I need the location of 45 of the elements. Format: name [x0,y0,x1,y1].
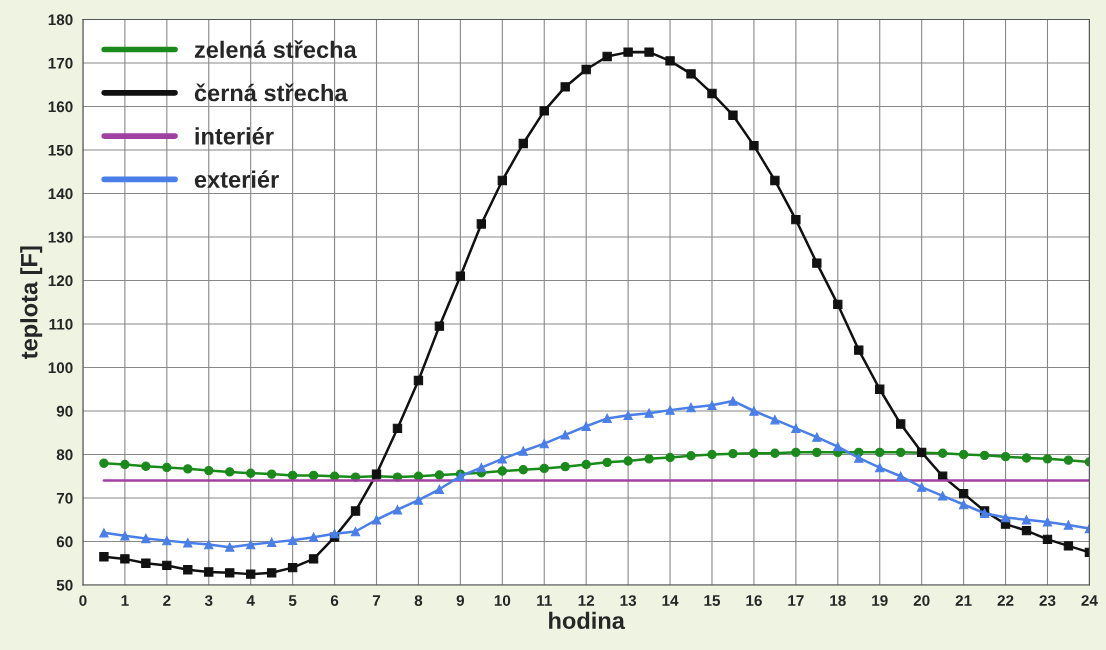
y-tick-label: 90 [56,405,73,417]
x-tick-label: 17 [788,595,804,606]
y-tick-label: 100 [48,362,73,374]
x-tick-label: 15 [704,595,721,606]
x-tick-label: 22 [997,595,1014,606]
x-tick-label: 5 [288,595,297,606]
x-tick-label: 10 [494,595,511,606]
legend-label: exteriér [194,170,279,188]
x-tick-label: 13 [620,595,637,606]
x-tick-label: 1 [121,595,129,606]
x-tick-label: 8 [414,595,423,606]
x-tick-label: 0 [79,595,87,606]
x-axis-title: hodina [549,611,626,630]
x-tick-label: 4 [246,595,255,606]
y-tick-label: 60 [56,536,73,548]
x-tick-label: 19 [872,595,888,606]
x-tick-label: 12 [578,595,595,606]
x-tick-label: 21 [955,595,972,606]
x-tick-label: 11 [537,595,552,606]
x-tick-label: 24 [1081,595,1098,606]
y-tick-label: 150 [48,144,73,156]
y-tick-label: 170 [48,57,73,69]
x-tick-label: 23 [1039,595,1056,606]
y-tick-label: 80 [56,449,73,461]
legend-label: interiér [195,127,274,145]
x-tick-label: 3 [204,595,213,606]
x-tick-label: 14 [662,595,679,606]
legend-label: zelená střecha [194,40,357,59]
x-tick-label: 6 [330,595,339,606]
y-tick-label: 160 [48,101,73,113]
y-tick-label: 50 [56,579,73,591]
y-tick-label: 70 [56,492,73,504]
x-tick-label: 20 [913,595,930,606]
x-tick-label: 16 [746,595,762,606]
y-axis-title: teplota [F] [20,246,43,360]
x-tick-label: 18 [830,595,846,606]
y-tick-label: 110 [49,318,73,330]
x-tick-label: 9 [456,595,465,606]
legend-label: černá střecha [194,83,348,102]
y-tick-label: 140 [48,188,73,200]
y-tick-label: 120 [48,275,73,287]
y-tick-label: 180 [48,14,73,26]
x-tick-label: 7 [372,595,381,606]
x-tick-label: 2 [163,595,171,606]
y-tick-label: 130 [48,231,73,243]
